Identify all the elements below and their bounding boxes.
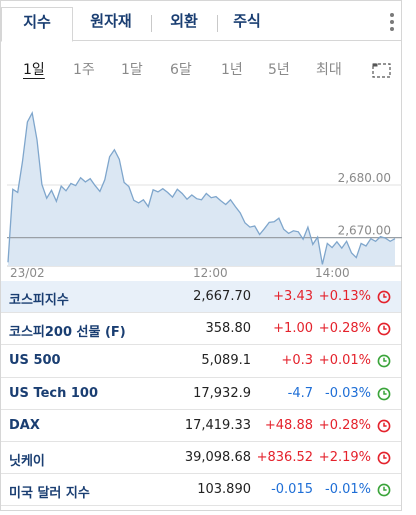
chart-y-labels: 2,680.00 2,670.00 <box>338 171 391 238</box>
last-price: 17,419.33 <box>184 417 251 433</box>
period-1w[interactable]: 1주 <box>73 62 95 78</box>
tab-label: 주식 <box>233 12 261 30</box>
last-price: 2,667.70 <box>193 289 251 304</box>
instrument-name: 코스피200 선물 (F) <box>9 325 126 341</box>
market-status-clock-icon <box>377 322 391 336</box>
price-chart: 2,680.00 2,670.00 23/02 12:00 14:00 <box>7 111 402 280</box>
quote-row[interactable]: US 500 5,089.1 +0.3 +0.01% <box>1 345 401 378</box>
tab-bar: 지수 원자재 외환 주식 <box>1 1 401 42</box>
price-change: +48.88 <box>264 417 313 433</box>
tab-indices[interactable]: 지수 <box>1 7 73 42</box>
price-change: +0.3 <box>281 353 313 369</box>
market-status-clock-icon <box>377 387 391 400</box>
period-max[interactable]: 최대 <box>316 62 342 78</box>
chart-y-tick-label: 2,680.00 <box>338 171 391 185</box>
chart-x-tick-label: 14:00 <box>315 266 350 280</box>
period-6m[interactable]: 6달 <box>170 62 192 78</box>
chart-price-line <box>7 111 396 265</box>
tab-label: 외환 <box>170 12 198 30</box>
last-price: 358.80 <box>205 321 252 337</box>
market-status-clock-icon <box>377 419 391 433</box>
percent-change: -0.03% <box>325 385 371 401</box>
period-1y[interactable]: 1년 <box>221 62 243 78</box>
chart-x-labels: 23/02 12:00 14:00 <box>10 266 350 280</box>
price-change: +836.52 <box>256 449 313 465</box>
tab-label: 지수 <box>23 13 51 31</box>
quote-table: 코스피지수 2,667.70 +3.43 +0.13% 코스피200 선물 (F) 358… <box>1 281 401 507</box>
instrument-name: US Tech 100 <box>9 385 99 401</box>
quote-row[interactable]: 코스피200 선물 (F) 358.80 +1.00 +0.28% <box>1 313 401 346</box>
price-change: -0.015 <box>271 482 313 498</box>
percent-change: +2.19% <box>318 449 371 465</box>
percent-change: +0.28% <box>318 417 371 433</box>
tab-stocks[interactable]: 주식 <box>219 11 275 41</box>
chart-x-tick-label: 23/02 <box>10 266 45 280</box>
tab-divider <box>151 15 152 32</box>
last-price: 17,932.9 <box>193 385 251 401</box>
percent-change: +0.13% <box>318 289 371 304</box>
quote-row[interactable]: 닛케이 39,098.68 +836.52 +2.19% <box>1 442 401 475</box>
instrument-name: 미국 달러 지수 <box>9 486 90 502</box>
market-status-clock-icon <box>377 483 391 497</box>
market-widget: 지수 원자재 외환 주식 1일 1주 1달 6달 1년 5년 최대 2,680.… <box>0 0 402 511</box>
chart-area-fill <box>8 113 395 266</box>
chart-x-tick-label: 12:00 <box>193 266 228 280</box>
chart-y-tick-label: 2,670.00 <box>338 224 391 238</box>
tab-commodities[interactable]: 원자재 <box>74 11 148 41</box>
period-selector: 1일 1주 1달 6달 1년 5년 최대 <box>1 59 401 83</box>
percent-change: -0.01% <box>325 482 371 498</box>
instrument-name: US 500 <box>9 353 61 369</box>
percent-change: +0.01% <box>318 353 371 369</box>
price-change: -4.7 <box>287 385 313 401</box>
market-status-clock-icon <box>377 451 391 465</box>
quote-row[interactable]: US Tech 100 17,932.9 -4.7 -0.03% <box>1 378 401 410</box>
market-status-clock-icon <box>377 290 391 304</box>
instrument-name: DAX <box>9 417 40 433</box>
market-status-clock-icon <box>377 354 391 368</box>
quote-row[interactable]: DAX 17,419.33 +48.88 +0.28% <box>1 410 401 442</box>
price-change: +1.00 <box>273 321 313 337</box>
tab-divider <box>217 15 218 32</box>
more-menu-icon[interactable] <box>389 13 395 33</box>
tab-label: 원자재 <box>90 12 132 30</box>
period-1d[interactable]: 1일 <box>23 62 45 78</box>
quote-row[interactable]: 코스피지수 2,667.70 +3.43 +0.13% <box>1 281 401 314</box>
price-change: +3.43 <box>273 289 313 304</box>
last-price: 39,098.68 <box>184 449 251 465</box>
last-price: 5,089.1 <box>201 353 251 369</box>
quote-row[interactable]: 미국 달러 지수 103.890 -0.015 -0.01% <box>1 474 401 507</box>
period-5y[interactable]: 5년 <box>268 62 290 78</box>
last-price: 103.890 <box>197 482 251 498</box>
expand-chart-icon[interactable] <box>372 63 391 78</box>
instrument-name: 코스피지수 <box>9 293 69 308</box>
instrument-name: 닛케이 <box>9 453 45 469</box>
tab-forex[interactable]: 외환 <box>153 11 215 41</box>
period-1m[interactable]: 1달 <box>121 62 143 78</box>
percent-change: +0.28% <box>318 321 371 337</box>
